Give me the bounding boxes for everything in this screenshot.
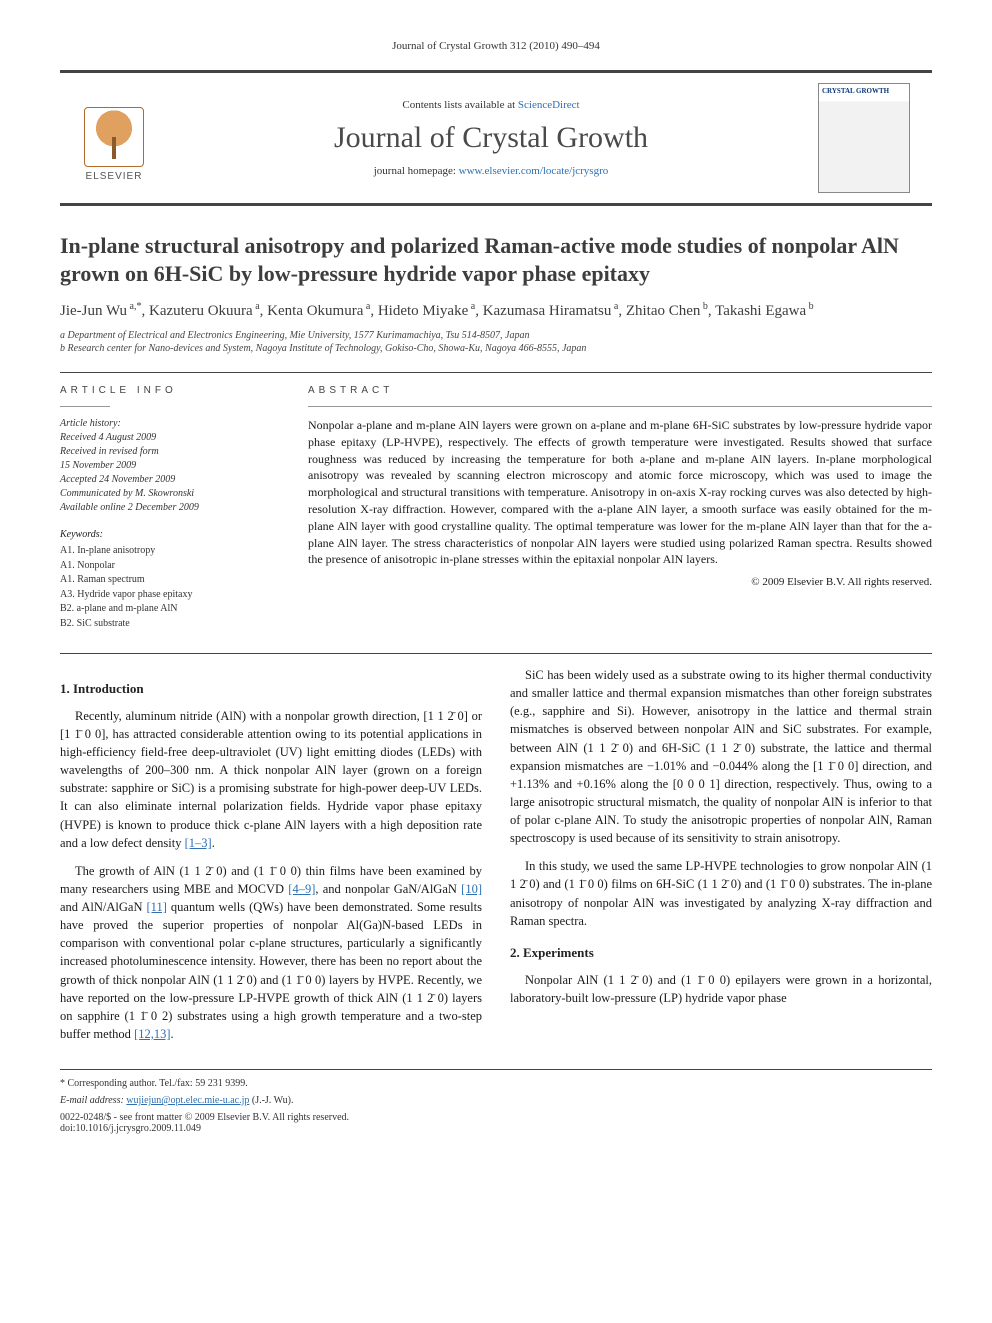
authors-line: Jie-Jun Wu a,*, Kazuteru Okuura a, Kenta…	[60, 301, 932, 320]
ref-link[interactable]: [4–9]	[288, 882, 315, 896]
keyword: B2. a-plane and m-plane AlN	[60, 602, 280, 617]
keyword: A1. Nonpolar	[60, 559, 280, 574]
p-text: and AlN/AlGaN	[60, 900, 147, 914]
section-2-heading: 2. Experiments	[510, 944, 932, 963]
body-paragraph: SiC has been widely used as a substrate …	[510, 666, 932, 847]
history-line: Communicated by M. Skowronski	[60, 487, 280, 501]
page-footer: * Corresponding author. Tel./fax: 59 231…	[60, 1069, 932, 1134]
email-person: (J.-J. Wu).	[252, 1095, 294, 1106]
article-info-label: ARTICLE INFO	[60, 385, 280, 396]
info-divider	[60, 406, 110, 407]
ref-link[interactable]: [12,13]	[134, 1027, 170, 1041]
running-head: Journal of Crystal Growth 312 (2010) 490…	[60, 40, 932, 52]
journal-name: Journal of Crystal Growth	[178, 121, 804, 155]
article-title: In-plane structural anisotropy and polar…	[60, 232, 932, 287]
p-text: Recently, aluminum nitride (AlN) with a …	[60, 709, 482, 850]
keyword: A1. In-plane anisotropy	[60, 544, 280, 559]
homepage-prefix: journal homepage:	[374, 165, 459, 177]
email-line: E-mail address: wujiejun@opt.elec.mie-u.…	[60, 1095, 932, 1106]
publisher-logo: ELSEVIER	[74, 94, 154, 182]
divider-bottom	[60, 653, 932, 654]
issn-doi-block: 0022-0248/$ - see front matter © 2009 El…	[60, 1112, 932, 1134]
body-columns: 1. Introduction Recently, aluminum nitri…	[60, 666, 932, 1043]
keyword: B2. SiC substrate	[60, 617, 280, 632]
affiliation-b: b Research center for Nano-devices and S…	[60, 343, 932, 354]
p-tail: .	[171, 1027, 174, 1041]
issn-line: 0022-0248/$ - see front matter © 2009 El…	[60, 1112, 932, 1123]
body-paragraph: Recently, aluminum nitride (AlN) with a …	[60, 707, 482, 852]
abstract-text: Nonpolar a-plane and m-plane AlN layers …	[308, 417, 932, 568]
abstract-label: ABSTRACT	[308, 385, 932, 396]
history-line: Available online 2 December 2009	[60, 501, 280, 515]
divider-top	[60, 372, 932, 373]
history-line: Received in revised form	[60, 445, 280, 459]
abstract-copyright: © 2009 Elsevier B.V. All rights reserved…	[308, 576, 932, 588]
article-info-block: ARTICLE INFO Article history: Received 4…	[60, 385, 280, 631]
homepage-line: journal homepage: www.elsevier.com/locat…	[178, 165, 804, 177]
article-history: Article history: Received 4 August 2009 …	[60, 417, 280, 515]
body-paragraph: Nonpolar AlN (1 1 2̄ 0) and (1 1̄ 0 0) e…	[510, 971, 932, 1007]
history-line: Accepted 24 November 2009	[60, 473, 280, 487]
doi-line: doi:10.1016/j.jcrysgro.2009.11.049	[60, 1123, 932, 1134]
abstract-divider	[308, 406, 932, 407]
ref-link[interactable]: [1–3]	[185, 836, 212, 850]
ref-link[interactable]: [11]	[147, 900, 167, 914]
info-abstract-grid: ARTICLE INFO Article history: Received 4…	[60, 385, 932, 631]
history-label: Article history:	[60, 417, 280, 431]
keyword: A1. Raman spectrum	[60, 573, 280, 588]
affiliation-a: a Department of Electrical and Electroni…	[60, 330, 932, 341]
sciencedirect-link[interactable]: ScienceDirect	[518, 99, 580, 111]
ref-link[interactable]: [10]	[461, 882, 482, 896]
keyword: A3. Hydride vapor phase epitaxy	[60, 588, 280, 603]
keywords-list: A1. In-plane anisotropy A1. Nonpolar A1.…	[60, 544, 280, 631]
body-paragraph: In this study, we used the same LP-HVPE …	[510, 857, 932, 930]
elsevier-tree-icon	[84, 107, 144, 167]
email-label: E-mail address:	[60, 1095, 124, 1106]
section-1-heading: 1. Introduction	[60, 680, 482, 699]
masthead: ELSEVIER Contents lists available at Sci…	[60, 70, 932, 206]
history-line: 15 November 2009	[60, 459, 280, 473]
affiliations: a Department of Electrical and Electroni…	[60, 330, 932, 354]
p-text: , and nonpolar GaN/AlGaN	[315, 882, 461, 896]
homepage-link[interactable]: www.elsevier.com/locate/jcrysgro	[459, 165, 609, 177]
email-link[interactable]: wujiejun@opt.elec.mie-u.ac.jp	[126, 1095, 249, 1106]
contents-line: Contents lists available at ScienceDirec…	[178, 99, 804, 111]
journal-cover-thumb: CRYSTAL GROWTH	[818, 83, 910, 193]
contents-prefix: Contents lists available at	[402, 99, 517, 111]
masthead-center: Contents lists available at ScienceDirec…	[178, 99, 804, 177]
body-paragraph: The growth of AlN (1 1 2̄ 0) and (1 1̄ 0…	[60, 862, 482, 1043]
keywords-label: Keywords:	[60, 529, 280, 540]
cover-thumb-title: CRYSTAL GROWTH	[822, 87, 906, 95]
publisher-word: ELSEVIER	[86, 171, 143, 182]
p-text: quantum wells (QWs) have been demonstrat…	[60, 900, 482, 1041]
history-line: Received 4 August 2009	[60, 431, 280, 445]
p-tail: .	[212, 836, 215, 850]
abstract-block: ABSTRACT Nonpolar a-plane and m-plane Al…	[308, 385, 932, 631]
corresponding-author: * Corresponding author. Tel./fax: 59 231…	[60, 1078, 932, 1089]
